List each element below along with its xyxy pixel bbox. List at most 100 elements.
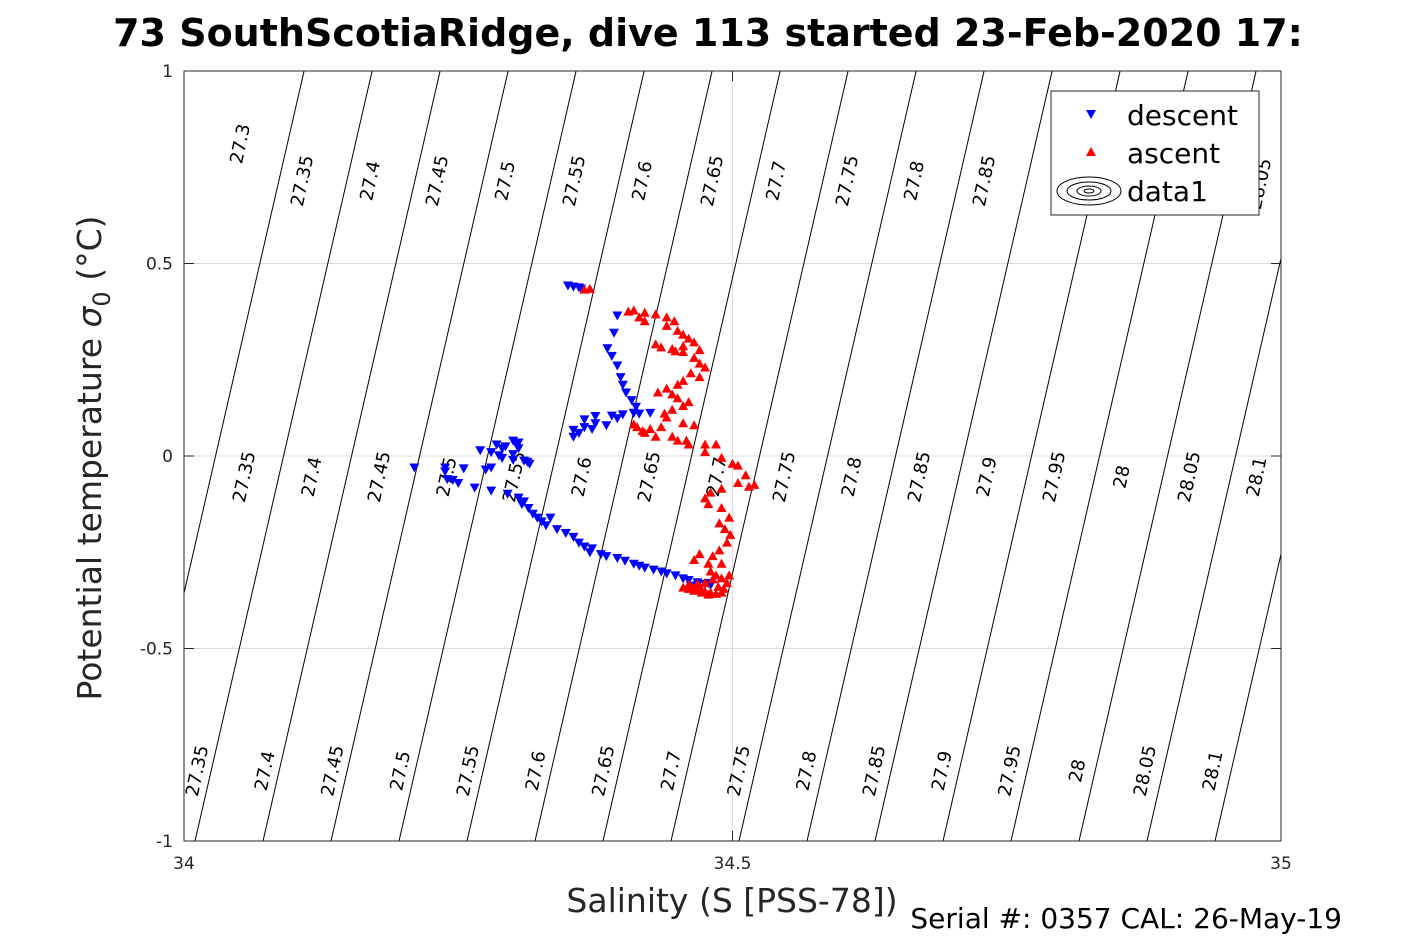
descent-point	[453, 478, 464, 488]
isopycnal-line	[262, 70, 441, 842]
descent-point	[612, 554, 623, 564]
serial-calibration-note: Serial #: 0357 CAL: 26-May-19	[910, 902, 1342, 935]
descent-point	[568, 425, 579, 435]
ascent-point	[661, 412, 672, 422]
legend-ascent-marker	[1086, 147, 1096, 156]
ascent-point	[678, 341, 689, 351]
descent-point	[551, 525, 562, 535]
ascent-point	[716, 483, 727, 493]
descent-point	[523, 503, 534, 513]
ascent-point	[703, 558, 714, 568]
ascent-point	[705, 487, 716, 497]
descent-point	[486, 486, 497, 496]
ascent-point	[634, 312, 645, 322]
isopycnal-line	[330, 70, 509, 842]
descent-point	[573, 538, 584, 548]
ascent-point	[661, 320, 672, 330]
descent-point	[409, 463, 420, 473]
ascent-point	[707, 574, 718, 584]
isopycnal-label-mid: 28	[1109, 463, 1134, 490]
ascent-point	[700, 447, 711, 457]
ascent-point	[716, 573, 727, 583]
ascent-point	[703, 499, 714, 509]
ascent-point	[678, 400, 689, 410]
ascent-point	[732, 477, 743, 487]
descent-point	[475, 446, 486, 456]
descent-point	[560, 529, 571, 538]
ascent-point	[707, 551, 718, 561]
axis-ticks: 34 34.5 35 -1 -0.5 0 0.5 1	[140, 62, 1292, 874]
ascent-point	[650, 431, 661, 441]
descent-point	[602, 344, 613, 354]
descent-point	[648, 565, 659, 575]
legend-data1-label: data1	[1127, 175, 1208, 208]
ascent-point	[685, 368, 696, 378]
x-axis-label: Salinity (S [PSS-78])	[566, 881, 897, 920]
legend-contour-icon	[1056, 176, 1122, 206]
ascent-point	[749, 479, 760, 489]
ascent-point	[672, 379, 683, 389]
grid-lines	[184, 71, 1281, 841]
descent-point	[612, 414, 623, 424]
ascent-point	[716, 558, 727, 568]
ascent-point	[700, 439, 711, 449]
descent-point	[630, 402, 641, 412]
ascent-point	[694, 372, 705, 382]
isopycnal-label-bottom: 28	[1065, 757, 1090, 784]
y-tick-label: 0	[162, 447, 173, 467]
y-axis-label: Potential temperature σ0 (°C)	[70, 216, 116, 701]
chart-title: 73 SouthScotiaRidge, dive 113 started 23…	[113, 11, 1303, 55]
ascent-point	[700, 493, 711, 503]
descent-point	[606, 351, 617, 361]
ascent-point	[696, 587, 707, 597]
legend-descent-marker	[1086, 110, 1096, 119]
ascent-point	[667, 389, 678, 399]
descent-point	[508, 450, 519, 460]
y-tick-label: 1	[162, 62, 173, 82]
descent-point	[615, 373, 626, 383]
ascent-point	[639, 316, 650, 326]
descent-point	[469, 483, 480, 493]
descent-point	[626, 396, 637, 406]
x-tick-label: 34.5	[714, 854, 752, 874]
ascent-point	[661, 312, 672, 322]
ascent-point	[689, 554, 700, 564]
ascent-point	[678, 418, 689, 428]
descent-point	[606, 411, 617, 421]
ascent-point	[667, 431, 678, 441]
isopycnal-line	[534, 70, 713, 842]
descent-point	[541, 521, 552, 531]
ascent-point	[672, 325, 683, 335]
isopycnal-line	[738, 70, 917, 842]
isopycnal-line	[1146, 258, 1282, 842]
ascent-point	[689, 337, 700, 347]
legend-box	[1050, 90, 1260, 216]
y-axis-label-main: Potential temperature	[70, 328, 109, 701]
isopycnal-line	[398, 70, 577, 842]
descent-point	[493, 451, 504, 461]
ascent-point	[656, 422, 667, 432]
ascent-point	[639, 427, 650, 437]
ascent-point	[694, 345, 705, 355]
descent-point	[617, 410, 628, 420]
descent-point	[621, 388, 632, 398]
isopycnal-line	[602, 70, 781, 842]
ascent-point	[722, 537, 733, 547]
ascent-point	[628, 305, 639, 315]
isopycnal-line	[194, 70, 373, 842]
ascent-point	[650, 309, 661, 319]
descent-point	[617, 380, 628, 390]
descent-point	[639, 563, 650, 573]
descent-point	[568, 432, 579, 442]
descent-point	[579, 415, 590, 425]
descent-point	[661, 569, 672, 579]
legend: descent ascent data1	[1050, 90, 1260, 216]
isopycnal-line	[183, 70, 305, 594]
descent-point	[513, 444, 524, 454]
ascent-point	[694, 358, 705, 368]
descent-point	[440, 467, 451, 477]
x-tick-label: 35	[1270, 854, 1292, 874]
descent-point	[513, 438, 524, 448]
ascent-point	[727, 458, 738, 468]
